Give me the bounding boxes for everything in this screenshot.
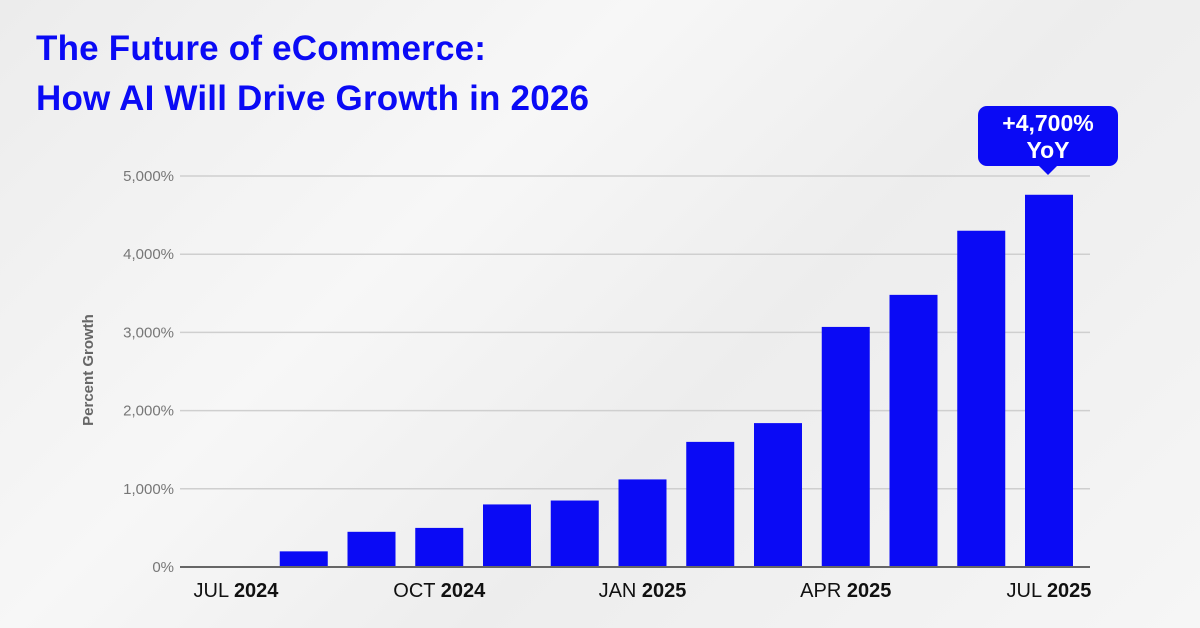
y-tick-label: 3,000% bbox=[123, 324, 174, 341]
y-axis-label: Percent Growth bbox=[80, 314, 97, 426]
bar bbox=[347, 531, 396, 567]
x-tick-label: APR 2025 bbox=[800, 580, 891, 602]
callout-value: +4,700% bbox=[1002, 110, 1094, 136]
bar bbox=[279, 551, 328, 567]
callout-label: YoY bbox=[1026, 137, 1070, 163]
x-tick-label: JUL 2024 bbox=[194, 580, 280, 602]
y-tick-label: 2,000% bbox=[123, 403, 174, 420]
bar bbox=[889, 294, 938, 567]
bar bbox=[550, 500, 599, 567]
x-tick-label: JUL 2025 bbox=[1007, 580, 1092, 602]
bar bbox=[415, 527, 464, 567]
title-line-1: The Future of eCommerce: bbox=[36, 29, 487, 68]
y-tick-label: 1,000% bbox=[123, 481, 174, 498]
y-tick-label: 5,000% bbox=[123, 168, 174, 185]
chart-title: The Future of eCommerce: How AI Will Dri… bbox=[36, 24, 589, 124]
y-tick-label: 0% bbox=[152, 559, 174, 576]
bar bbox=[754, 423, 802, 567]
x-tick-label: JAN 2025 bbox=[599, 580, 687, 602]
x-tick-label: OCT 2024 bbox=[393, 580, 486, 602]
bar bbox=[618, 479, 667, 567]
bar bbox=[821, 326, 870, 567]
bar bbox=[1025, 194, 1073, 567]
bar bbox=[957, 230, 1006, 568]
bar bbox=[483, 504, 531, 567]
title-line-2: How AI Will Drive Growth in 2026 bbox=[36, 79, 590, 118]
y-tick-label: 4,000% bbox=[123, 246, 174, 263]
bar bbox=[686, 441, 735, 567]
yoy-callout: +4,700% YoY bbox=[978, 106, 1118, 175]
